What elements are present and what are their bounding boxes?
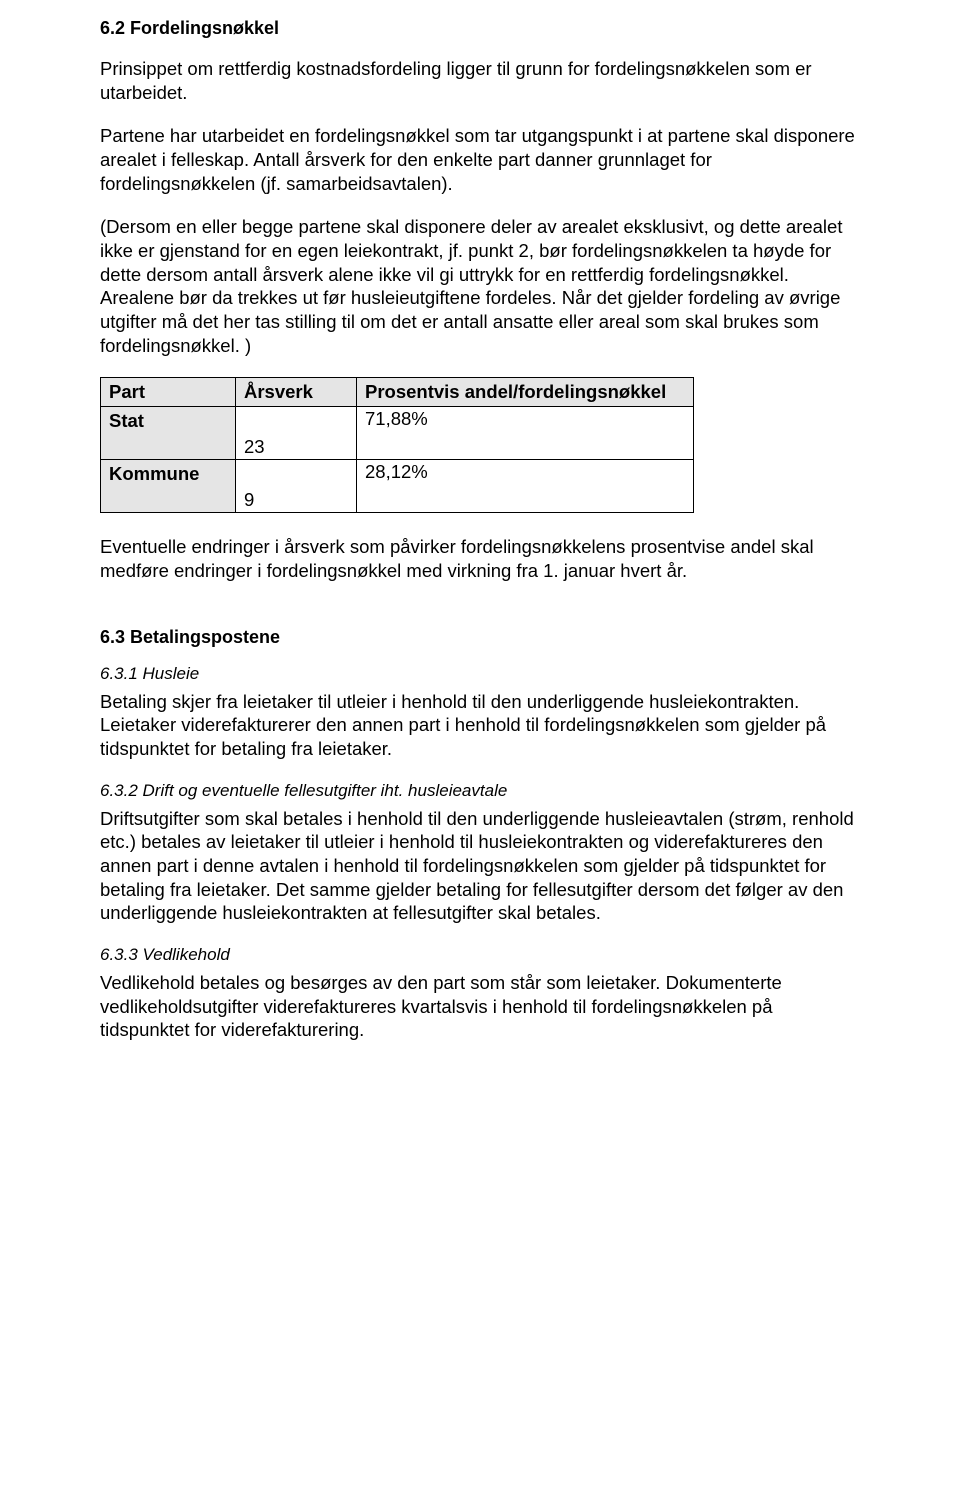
heading-6-2: 6.2 Fordelingsnøkkel bbox=[100, 18, 860, 39]
cell-pct-value: 28,12% bbox=[365, 461, 428, 483]
cell-years-value: 9 bbox=[244, 489, 254, 511]
table-header-row: Part Årsverk Prosentvis andel/fordelings… bbox=[101, 378, 694, 407]
heading-6-3: 6.3 Betalingspostene bbox=[100, 627, 860, 648]
distribution-table: Part Årsverk Prosentvis andel/fordelings… bbox=[100, 377, 694, 513]
para-6-3-3: Vedlikehold betales og besørges av den p… bbox=[100, 971, 860, 1042]
para-6-3-2: Driftsutgifter som skal betales i henhol… bbox=[100, 807, 860, 925]
para-6-3-1: Betaling skjer fra leietaker til utleier… bbox=[100, 690, 860, 761]
table-row: Kommune 9 28,12% bbox=[101, 460, 694, 513]
col-header-arsverk: Årsverk bbox=[236, 378, 357, 407]
cell-years: 9 bbox=[236, 460, 357, 513]
cell-part: Kommune bbox=[101, 460, 236, 513]
cell-pct: 71,88% bbox=[357, 407, 694, 460]
para-6-2-1: Prinsippet om rettferdig kostnadsfordeli… bbox=[100, 57, 860, 104]
heading-6-3-3: 6.3.3 Vedlikehold bbox=[100, 945, 860, 965]
cell-part: Stat bbox=[101, 407, 236, 460]
cell-pct: 28,12% bbox=[357, 460, 694, 513]
col-header-pct: Prosentvis andel/fordelingsnøkkel bbox=[357, 378, 694, 407]
col-header-part: Part bbox=[101, 378, 236, 407]
cell-pct-value: 71,88% bbox=[365, 408, 428, 430]
table-row: Stat 23 71,88% bbox=[101, 407, 694, 460]
cell-years: 23 bbox=[236, 407, 357, 460]
para-6-2-2: Partene har utarbeidet en fordelingsnøkk… bbox=[100, 124, 860, 195]
heading-6-3-1: 6.3.1 Husleie bbox=[100, 664, 860, 684]
para-6-2-3: (Dersom en eller begge partene skal disp… bbox=[100, 215, 860, 357]
heading-6-3-2: 6.3.2 Drift og eventuelle fellesutgifter… bbox=[100, 781, 860, 801]
para-6-2-4: Eventuelle endringer i årsverk som påvir… bbox=[100, 535, 860, 582]
cell-years-value: 23 bbox=[244, 436, 265, 458]
